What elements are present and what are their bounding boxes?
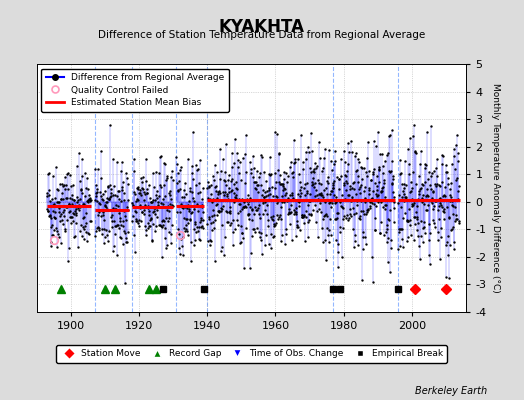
Legend: Difference from Regional Average, Quality Control Failed, Estimated Station Mean: Difference from Regional Average, Qualit…	[41, 68, 229, 112]
Legend: Station Move, Record Gap, Time of Obs. Change, Empirical Break: Station Move, Record Gap, Time of Obs. C…	[56, 345, 447, 363]
Y-axis label: Monthly Temperature Anomaly Difference (°C): Monthly Temperature Anomaly Difference (…	[492, 83, 500, 293]
Text: Berkeley Earth: Berkeley Earth	[415, 386, 487, 396]
Text: Difference of Station Temperature Data from Regional Average: Difference of Station Temperature Data f…	[99, 30, 425, 40]
Text: KYAKHTA: KYAKHTA	[219, 18, 305, 36]
